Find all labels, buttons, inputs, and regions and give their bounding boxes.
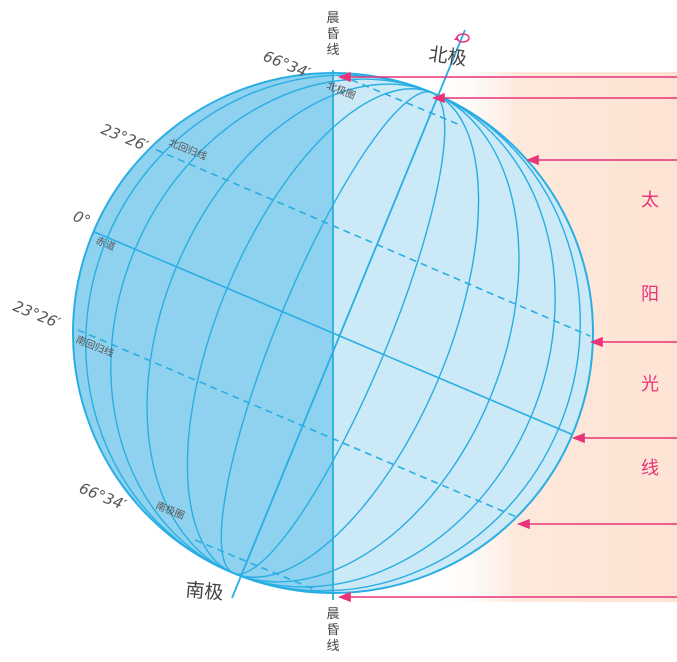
- equator-line: [84, 227, 591, 443]
- south-pole-label: 南极: [185, 579, 225, 604]
- terminator-bottom-label: 晨 昏 线: [326, 607, 339, 654]
- sunlight-label-2: 阳: [641, 284, 659, 305]
- rotation-arrow-icon: [454, 33, 470, 43]
- svg-text:线: 线: [326, 639, 339, 654]
- sunlight-label-4: 线: [641, 458, 659, 479]
- svg-text:线: 线: [326, 43, 339, 58]
- north-pole-label: 北极: [427, 43, 468, 70]
- lat-23-south-label: 23°26′: [11, 297, 64, 332]
- lat-0-label: 0°: [71, 207, 94, 230]
- svg-text:昏: 昏: [326, 623, 339, 638]
- sun-rays: [337, 71, 677, 603]
- sunlight-label-3: 光: [641, 374, 659, 395]
- terminator-top-label: 晨 昏 线: [326, 11, 339, 58]
- antarctic-circle-line: [194, 539, 336, 593]
- svg-text:晨: 晨: [326, 607, 339, 622]
- sunlight-label-1: 太: [641, 190, 659, 211]
- lat-23-north-label: 23°26′: [99, 120, 152, 155]
- earth-axis: [231, 29, 466, 599]
- svg-text:晨: 晨: [326, 11, 339, 26]
- svg-text:昏: 昏: [326, 27, 339, 42]
- tropic-cancer-line: [144, 144, 591, 337]
